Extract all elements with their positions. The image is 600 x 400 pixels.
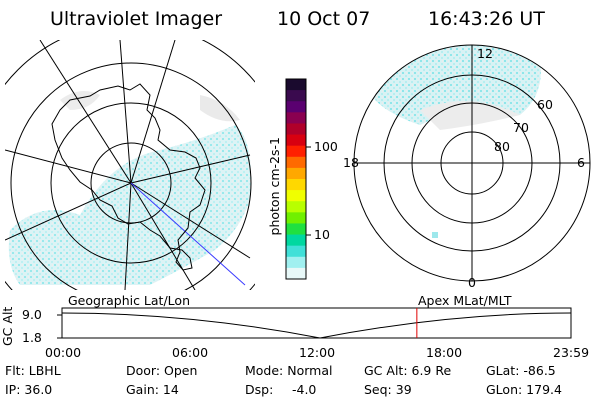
timeline-left-label: Geographic Lat/Lon [68, 293, 190, 308]
colorbar-segment [286, 234, 306, 247]
filter-readout: Flt: LBHL [5, 363, 61, 378]
colorbar-segment [286, 245, 306, 258]
lat-label-60: 60 [537, 97, 553, 112]
colorbar-segment [286, 167, 306, 180]
glon-readout: GLon: 179.4 [486, 382, 562, 397]
image-time: 16:43:26 UT [428, 8, 545, 30]
colorbar-segment [286, 256, 306, 269]
app-title: Ultraviolet Imager [50, 8, 223, 30]
mode-readout: Mode: Normal [245, 363, 333, 378]
timeline-xtick-2359: 23:59 [553, 345, 590, 360]
timeline-xtick-0000: 00:00 [45, 345, 82, 360]
glat-readout: GLat: -86.5 [486, 363, 556, 378]
coastline [51, 83, 206, 271]
colorbar-tick-10: 10 [314, 227, 330, 242]
colorbar-segment [286, 212, 306, 224]
door-readout: Door: Open [126, 363, 198, 378]
colorbar-segment [286, 79, 306, 91]
colorbar [286, 79, 306, 280]
timeline-xtick-1800: 18:00 [426, 345, 463, 360]
timeline-right-label: Apex MLat/MLT [418, 293, 512, 308]
colorbar-segment [286, 134, 306, 147]
colorbar-segment [286, 112, 306, 124]
ip-readout: IP: 36.0 [5, 382, 53, 397]
timeline-xtick-0600: 06:00 [172, 345, 209, 360]
colorbar-tick-100: 100 [314, 139, 338, 154]
mlt-label-12: 12 [477, 46, 493, 61]
dsp-value: -4.0 [292, 382, 317, 397]
timeline-ytick-low: 1.8 [22, 330, 42, 345]
colorbar-segment [286, 201, 306, 213]
timeline-xtick-1200: 12:00 [299, 345, 336, 360]
colorbar-segment [286, 156, 306, 169]
colorbar-segment [286, 90, 306, 102]
mlt-label-0: 0 [468, 275, 476, 290]
gc-alt-readout: GC Alt: 6.9 Re [364, 363, 452, 378]
lat-label-70: 70 [513, 120, 529, 135]
colorbar-segment [286, 123, 306, 136]
colorbar-segment [286, 190, 306, 202]
dsp-label: Dsp: [245, 382, 274, 397]
altitude-curve [61, 312, 572, 339]
image-date: 10 Oct 07 [277, 8, 371, 30]
colorbar-segment [286, 267, 306, 280]
gain-readout: Gain: 14 [126, 382, 179, 397]
timeline-ytick-high: 9.0 [22, 307, 42, 322]
colorbar-segment [286, 179, 306, 191]
colorbar-segment [286, 101, 306, 113]
polar-grid [353, 44, 591, 282]
lat-label-80: 80 [494, 139, 510, 154]
colorbar-segment [286, 223, 306, 236]
mlt-label-6: 6 [577, 155, 585, 170]
colorbar-segment [286, 145, 306, 158]
seq-readout: Seq: 39 [364, 382, 412, 397]
mlt-label-18: 18 [343, 155, 359, 170]
